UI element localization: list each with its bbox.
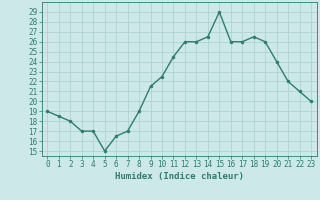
X-axis label: Humidex (Indice chaleur): Humidex (Indice chaleur) [115,172,244,181]
